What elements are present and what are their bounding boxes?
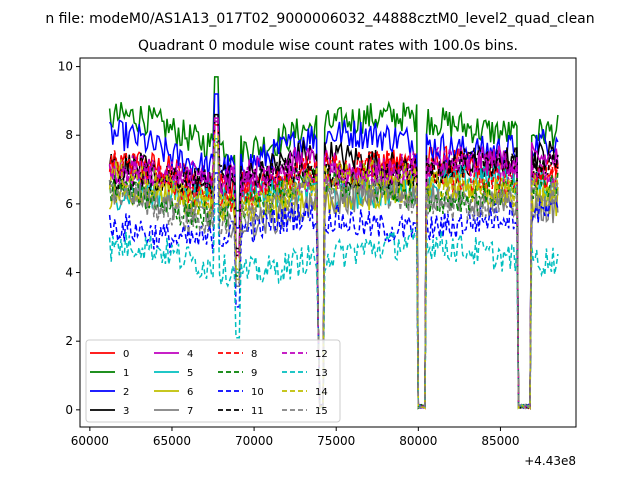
legend-box (85, 339, 341, 423)
x-tick-label: 60000 (71, 434, 109, 448)
chart-title: Quadrant 0 module wise count rates with … (138, 38, 518, 54)
legend-label: 3 (123, 406, 129, 417)
legend-label: 2 (123, 387, 129, 398)
series-line-13 (108, 203, 559, 409)
y-tick-label: 4 (65, 266, 73, 280)
y-axis-ticks: 0 2 4 6 8 10 (58, 60, 80, 417)
x-tick-label: 80000 (399, 434, 437, 448)
x-tick-label: 65000 (153, 434, 191, 448)
legend-label: 1 (123, 368, 129, 379)
plot-lines (108, 76, 559, 411)
x-axis-ticks: 60000 65000 70000 75000 80000 85000 (71, 427, 520, 448)
series-line-10 (108, 172, 559, 410)
y-tick-label: 6 (65, 197, 73, 211)
figure-suptitle: n file: modeM0/AS1A13_017T02_9000006032_… (45, 11, 594, 27)
legend-label: 7 (187, 406, 193, 417)
x-tick-label: 75000 (317, 434, 355, 448)
legend-label: 10 (251, 387, 264, 398)
x-offset-label: +4.43e8 (524, 454, 576, 468)
series-line-1 (108, 76, 559, 410)
x-tick-label: 85000 (481, 434, 519, 448)
legend-label: 13 (315, 368, 328, 379)
y-tick-label: 10 (58, 60, 73, 74)
legend-label: 6 (187, 387, 193, 398)
legend-label: 4 (187, 349, 193, 360)
legend-label: 0 (123, 349, 129, 360)
legend-label: 9 (251, 368, 257, 379)
legend-label: 5 (187, 368, 193, 379)
series-line-12 (108, 120, 559, 410)
legend-label: 12 (315, 349, 328, 360)
legend-label: 8 (251, 349, 257, 360)
y-tick-label: 0 (65, 403, 73, 417)
legend-label: 11 (251, 406, 264, 417)
series-line-14 (108, 134, 559, 410)
legend-label: 15 (315, 406, 328, 417)
y-tick-label: 2 (65, 334, 73, 348)
legend-label: 14 (315, 387, 328, 398)
series-line-15 (108, 148, 559, 410)
plot-frame (79, 57, 577, 428)
series-line-9 (108, 141, 559, 410)
x-tick-label: 70000 (235, 434, 273, 448)
y-tick-label: 8 (65, 128, 73, 142)
series-line-2 (108, 93, 559, 410)
